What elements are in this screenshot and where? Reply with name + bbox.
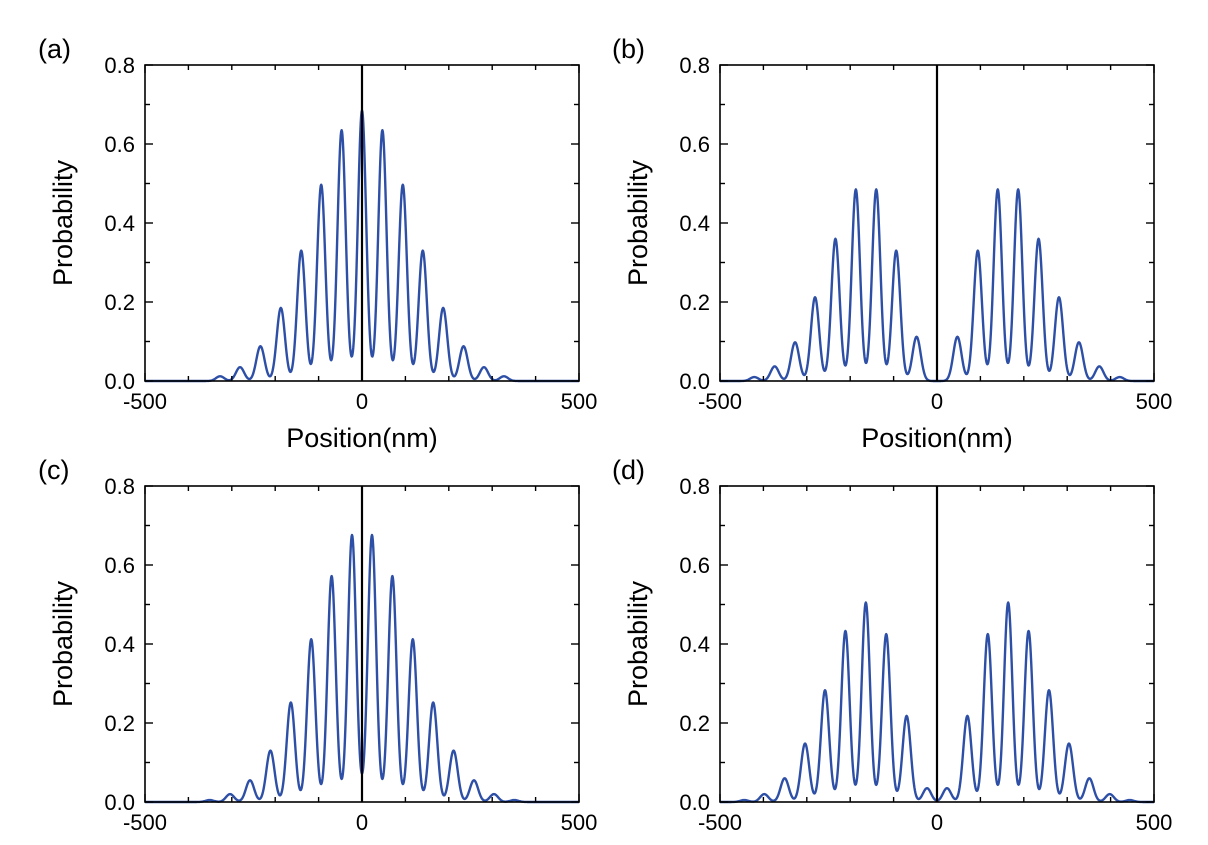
y-tick-label: 0.6	[679, 553, 710, 578]
panel-label: (c)	[38, 455, 69, 485]
y-tick-label: 0.6	[104, 553, 135, 578]
y-tick-label: 0.2	[104, 711, 135, 736]
y-tick-label: 0.2	[104, 290, 135, 315]
chart-panel-a: -500 0 500 0.0 0.2 0.4 0.6 0.8 (a) Probability Pos…	[38, 34, 597, 453]
x-tick-label: 0	[931, 389, 943, 414]
y-tick-label: 0.4	[104, 211, 135, 236]
x-tick-label: 0	[356, 810, 368, 835]
y-tick-label: 0.8	[679, 474, 710, 499]
x-tick-label: 500	[1136, 810, 1173, 835]
y-axis-title: Probability	[48, 580, 78, 707]
y-tick-label: 0.0	[104, 369, 135, 394]
x-tick-label: 0	[931, 810, 943, 835]
y-axis-title: Probability	[623, 159, 653, 286]
y-tick-label: 0.4	[104, 632, 135, 657]
chart-panel-c: -500 0 500 0.0 0.2 0.4 0.6 0.8 (c) Probability	[38, 455, 597, 835]
x-tick-label: 500	[1136, 389, 1173, 414]
y-tick-label: 0.0	[679, 369, 710, 394]
x-tick-label: 0	[356, 389, 368, 414]
y-tick-label: 0.2	[679, 711, 710, 736]
x-tick-label: -500	[698, 389, 742, 414]
x-axis-title: Position(nm)	[861, 423, 1013, 453]
chart-panel-d: -500 0 500 0.0 0.2 0.4 0.6 0.8 (d) Probability	[612, 455, 1172, 835]
panel-label: (b)	[612, 34, 645, 64]
x-tick-label: -500	[123, 389, 167, 414]
x-tick-label: 500	[561, 389, 598, 414]
y-tick-label: 0.4	[679, 211, 710, 236]
panel-label: (d)	[612, 455, 645, 485]
x-tick-label: 500	[561, 810, 598, 835]
y-tick-label: 0.8	[679, 53, 710, 78]
x-axis-title: Position(nm)	[286, 423, 438, 453]
panel-label: (a)	[38, 34, 71, 64]
y-axis-title: Probability	[623, 580, 653, 707]
y-tick-label: 0.2	[679, 290, 710, 315]
y-tick-label: 0.4	[679, 632, 710, 657]
y-tick-label: 0.8	[104, 53, 135, 78]
y-tick-label: 0.6	[104, 132, 135, 157]
y-axis-title: Probability	[48, 159, 78, 286]
x-tick-label: -500	[123, 810, 167, 835]
y-tick-label: 0.0	[679, 790, 710, 815]
x-tick-label: -500	[698, 810, 742, 835]
y-tick-label: 0.8	[104, 474, 135, 499]
chart-panel-b: -500 0 500 0.0 0.2 0.4 0.6 0.8 (b) Probability Pos…	[612, 34, 1172, 453]
y-tick-label: 0.6	[679, 132, 710, 157]
y-tick-label: 0.0	[104, 790, 135, 815]
